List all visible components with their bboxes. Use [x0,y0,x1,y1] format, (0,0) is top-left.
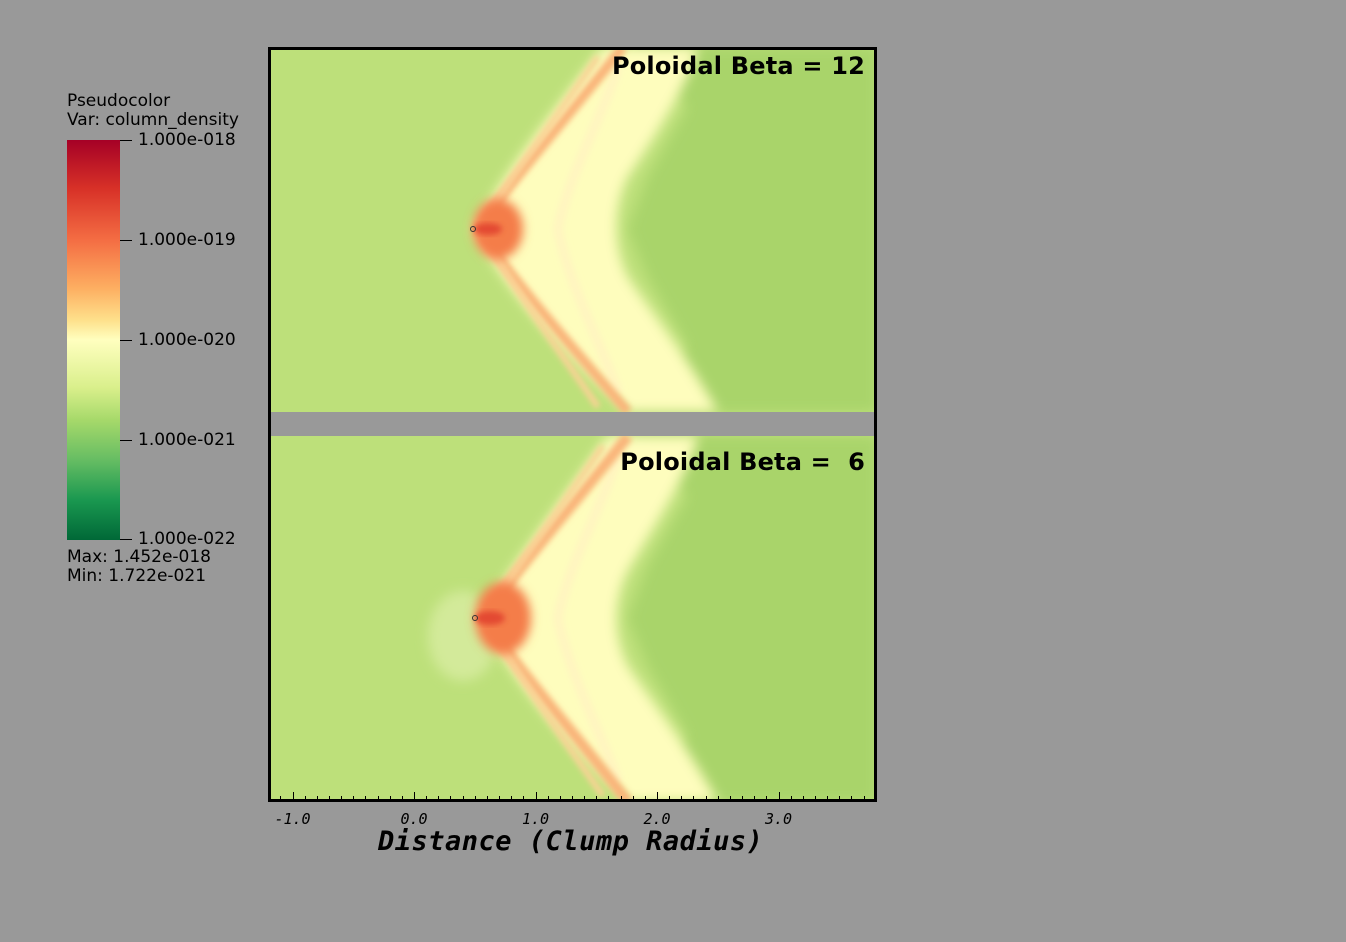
x-minor-tick [875,796,877,800]
x-minor-tick [608,796,610,800]
x-minor-tick [766,796,768,800]
x-major-tick [778,792,780,800]
x-tick-label: 2.0 [643,810,671,828]
x-minor-tick [316,796,318,800]
colorbar-tick [120,539,132,540]
x-tick-label: 0.0 [400,810,428,828]
panel-label-top: Poloidal Beta = 12 [611,52,865,80]
x-minor-tick [742,796,744,800]
colorbar-tick-label: 1.000e-019 [138,230,236,250]
colorbar-tick [120,440,132,441]
x-minor-tick [814,796,816,800]
x-minor-tick [328,796,330,800]
x-minor-tick [304,796,306,800]
x-minor-tick [377,796,379,800]
colorbar-tick [120,340,132,341]
x-minor-tick [280,796,282,800]
x-minor-tick [827,796,829,800]
x-minor-tick [632,796,634,800]
x-minor-tick [571,796,573,800]
x-minor-tick [705,796,707,800]
panel-separator [271,412,874,436]
x-minor-tick [559,796,561,800]
x-minor-tick [462,796,464,800]
x-minor-tick [584,796,586,800]
x-minor-tick [790,796,792,800]
colorbar-tick-label: 1.000e-018 [138,130,236,150]
colorbar-tick [120,240,132,241]
x-minor-tick [802,796,804,800]
x-minor-tick [499,796,501,800]
x-minor-tick [486,796,488,800]
x-minor-tick [365,796,367,800]
x-minor-tick [450,796,452,800]
column-density-map-top [268,47,877,412]
legend-max: Max: 1.452e-018 [67,547,211,567]
x-minor-tick [547,796,549,800]
panel-label-bottom: Poloidal Beta = 6 [620,448,865,476]
x-minor-tick [644,796,646,800]
x-minor-tick [523,796,525,800]
colorbar-tick-label: 1.000e-020 [138,330,236,350]
x-minor-tick [426,796,428,800]
x-axis-label: Distance (Clump Radius) [378,826,764,857]
legend-title: Pseudocolor [67,91,171,111]
x-minor-tick [341,796,343,800]
colorbar-tick-label: 1.000e-021 [138,430,236,450]
x-major-tick [414,792,415,800]
colorbar-gradient [67,140,120,540]
x-tick-label: -1.0 [274,810,311,828]
x-minor-tick [353,796,355,800]
x-minor-tick [839,796,841,800]
x-minor-tick [438,796,440,800]
x-minor-tick [401,796,403,800]
x-tick-label: 3.0 [764,810,793,828]
colorbar-tick-label: 1.000e-022 [138,529,236,549]
x-minor-tick [754,796,756,800]
x-minor-tick [596,796,598,800]
x-minor-tick [851,796,853,800]
x-minor-tick [693,796,695,800]
legend-variable: Var: column_density [67,110,239,130]
x-tick-label: 1.0 [521,810,550,828]
panel-top: Poloidal Beta = 12 [268,47,877,412]
x-minor-tick [511,796,513,800]
x-minor-tick [681,796,683,800]
x-minor-tick [389,796,391,800]
x-minor-tick [620,796,622,800]
colorbar-legend: Pseudocolor Var: column_density 1.000e-0… [0,0,260,600]
x-minor-tick [474,796,476,800]
legend-min: Min: 1.722e-021 [67,566,207,586]
plot-area: Poloidal Beta = 12 Poloidal Beta = 6 [268,47,877,802]
x-minor-tick [717,796,719,800]
colorbar-tick [120,140,132,141]
x-major-tick [657,792,658,800]
x-minor-tick [729,796,731,800]
x-minor-tick [863,796,865,800]
x-minor-tick [669,796,671,800]
panel-bottom: Poloidal Beta = 6 [268,436,877,802]
column-density-map-bottom [268,436,877,802]
x-major-tick [292,792,294,800]
x-major-tick [535,792,537,800]
x-minor-tick [268,796,270,800]
